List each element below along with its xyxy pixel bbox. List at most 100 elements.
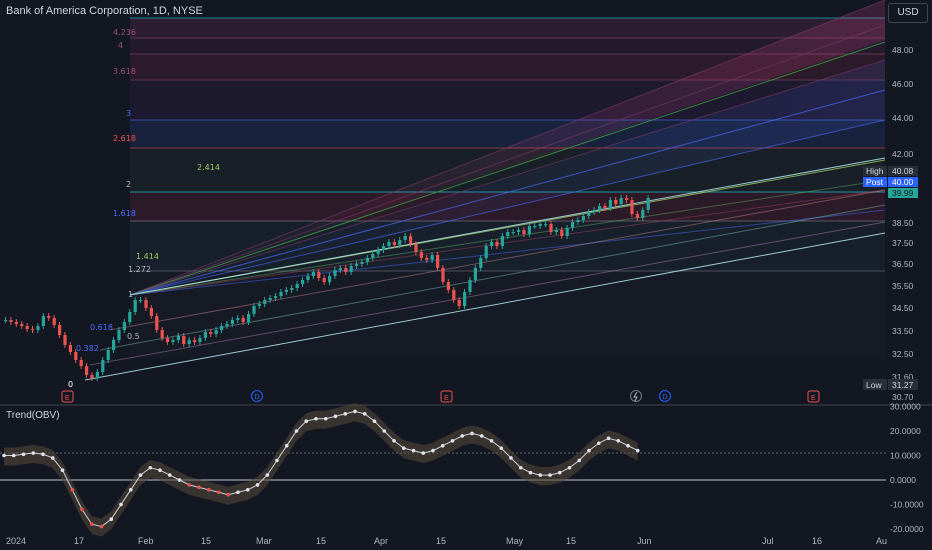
candle-body [203,332,207,338]
fib-level-label: 1.414 [136,252,159,261]
candle-body [306,276,310,280]
fib-level-labels: 4.236 4 3.618 3 2.618 2.414 2 1.618 1.414 1.272 1 0… [68,28,220,389]
obv-point [2,453,6,458]
candle-body [365,258,369,262]
obv-point [333,414,338,419]
obv-point [518,465,523,470]
candle-body [333,270,337,276]
obv-tick-label: 0.0000 [890,475,916,485]
low-value: 31.27 [892,380,914,390]
candle-body [554,230,558,232]
indicator-title[interactable]: Trend(OBV) [6,410,60,421]
event-markers[interactable]: E D E D E [61,390,820,403]
candle-body [457,300,461,306]
candle-body [387,242,391,246]
candle-body [560,230,564,236]
candle-body [338,268,342,270]
candle-body [576,220,580,222]
obv-point [80,507,84,512]
candle-body [425,258,429,260]
time-tick-label: Apr [374,536,388,546]
fib-level-label: 2.414 [197,163,220,172]
candle-body [587,212,591,216]
obv-point [60,468,65,473]
candle-body [68,345,72,352]
candle-body [479,258,483,268]
obv-point [392,439,396,443]
candle-body [225,324,229,326]
candle-body [527,226,531,234]
obv-point [128,488,133,492]
low-label: Low [866,380,882,390]
obv-point [265,473,270,477]
obv-point [187,483,192,487]
candle-body [263,300,267,304]
obv-point [626,443,630,448]
obv-point [538,473,543,477]
obv-point [479,434,484,438]
price-tick-label: 36.50 [892,259,914,269]
fib-level-label: 1.272 [128,265,151,274]
symbol-title[interactable]: Bank of America Corporation, 1D, NYSE [6,5,203,17]
obv-point [70,488,75,492]
time-tick-label: May [506,536,524,546]
candle-body [409,236,413,244]
obv-point [353,409,357,414]
candle-body [328,276,332,282]
candle-body [473,268,477,280]
obv-band [4,403,638,537]
candle-body [630,200,634,214]
obv-point [109,517,114,521]
candle-body [290,288,294,290]
candle-body [371,254,375,258]
price-scale[interactable]: 48.00 46.00 44.00 42.00 38.50 37.50 36.50 35.50… [886,0,932,405]
obv-point [167,473,172,477]
currency-button[interactable]: USD [888,3,928,23]
obv-point [21,452,26,457]
price-tick-label: 30.70 [892,392,914,402]
candle-body [619,198,623,204]
candle-body [4,320,8,321]
candle-body [565,228,569,236]
price-tick-label: 46.00 [892,79,914,89]
candle-body [484,246,488,258]
candle-body [160,330,164,338]
candle-body [511,232,515,233]
fib-level-label: 0 [68,380,73,389]
obv-point [548,473,552,477]
candle-body [549,224,553,232]
price-tick-label: 42.00 [892,149,914,159]
obv-point [509,456,513,460]
candle-body [236,318,240,320]
candle-body [274,296,278,298]
fib-level-label: 4.236 [113,28,136,37]
candle-body [241,318,245,322]
time-tick-label: 15 [201,536,211,546]
candlestick-series [4,195,650,381]
candle-body [301,280,305,284]
split-marker-icon [633,391,638,402]
obv-point [99,524,104,529]
obv-tick-label: 30.0000 [890,402,921,412]
candle-body [641,210,645,218]
high-label: High [866,166,884,176]
candle-body [63,335,67,345]
candle-body [603,206,607,208]
time-axis[interactable]: 2024 17 Feb 15 Mar 15 Apr 15 May 15 Jun Jul 16 Au [6,536,887,546]
post-value: 40.00 [892,177,914,187]
fib-level-label: 0.618 [90,323,113,332]
fib-level-label: 0.382 [76,344,99,353]
candle-body [360,262,364,264]
obv-point [138,473,143,477]
obv-point [177,478,182,482]
obv-point [294,429,299,433]
candle-body [117,330,121,340]
candle-body [490,242,494,246]
obv-point [158,468,162,473]
candle-body [295,284,299,288]
time-tick-label: 15 [316,536,326,546]
candle-body [646,198,650,210]
fib-level-label: 1 [128,290,133,299]
candle-body [355,264,359,266]
